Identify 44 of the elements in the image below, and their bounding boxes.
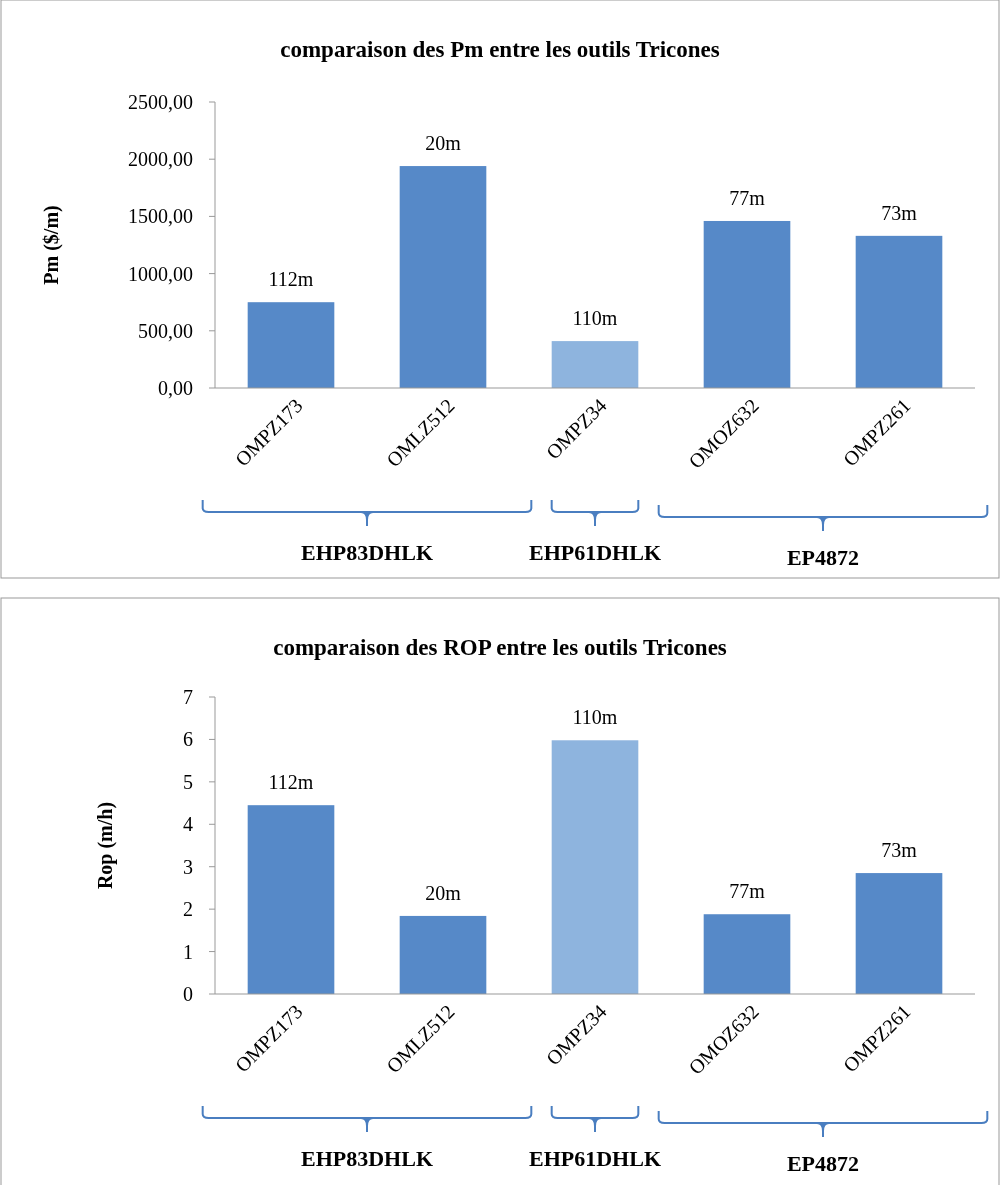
y-tick-label: 0,00 — [158, 377, 193, 399]
bar — [399, 915, 487, 994]
text: EP4872 — [786, 545, 860, 570]
text: EHP61DHLK — [528, 540, 662, 565]
y-axis-title: Pm ($/m) — [40, 205, 63, 285]
y-tick-label: 2000,00 — [128, 148, 193, 171]
y-tick-label: 6 — [183, 728, 193, 751]
annotation: 20m — [425, 881, 462, 904]
annotation: 73m — [881, 201, 918, 224]
bar — [399, 166, 487, 388]
annotation: 112m — [268, 268, 314, 291]
y-tick-label: 1 — [183, 940, 193, 963]
bar — [703, 914, 791, 994]
y-axis-title: Rop (m/h) — [94, 801, 117, 890]
text: EHP61DHLK — [528, 1146, 662, 1171]
bar — [551, 740, 639, 994]
bar — [855, 235, 943, 388]
annotation: 110m — [572, 307, 618, 330]
y-tick-label: 1000,00 — [128, 262, 193, 285]
annotation: 110m — [572, 706, 618, 729]
y-tick-label: 7 — [183, 686, 193, 708]
y-tick-label: 0 — [183, 983, 193, 1005]
y-tick-label: 4 — [183, 813, 193, 836]
annotation: 112m — [268, 771, 314, 794]
y-tick-label: 1500,00 — [128, 205, 193, 228]
y-tick-label: 2 — [183, 898, 193, 921]
bar — [551, 341, 639, 388]
annotation: 77m — [729, 186, 766, 209]
y-tick-label: 500,00 — [138, 319, 193, 342]
y-tick-label: 5 — [183, 770, 193, 793]
y-tick-label: 3 — [183, 855, 193, 878]
chart-title: comparaison des Pm entre les outils Tricones — [280, 37, 720, 62]
bar — [855, 873, 943, 994]
text: EHP83DHLK — [300, 1146, 434, 1171]
text: EP4872 — [786, 1151, 860, 1176]
y-tick-label: 2500,00 — [128, 91, 193, 113]
annotation: 73m — [881, 839, 918, 862]
annotation: 20m — [425, 132, 462, 155]
chart-title: comparaison des ROP entre les outils Tricones — [273, 635, 727, 660]
annotation: 77m — [729, 880, 766, 903]
bar — [247, 805, 335, 994]
text: EHP83DHLK — [300, 540, 434, 565]
bar — [703, 220, 791, 388]
bar — [247, 302, 335, 388]
